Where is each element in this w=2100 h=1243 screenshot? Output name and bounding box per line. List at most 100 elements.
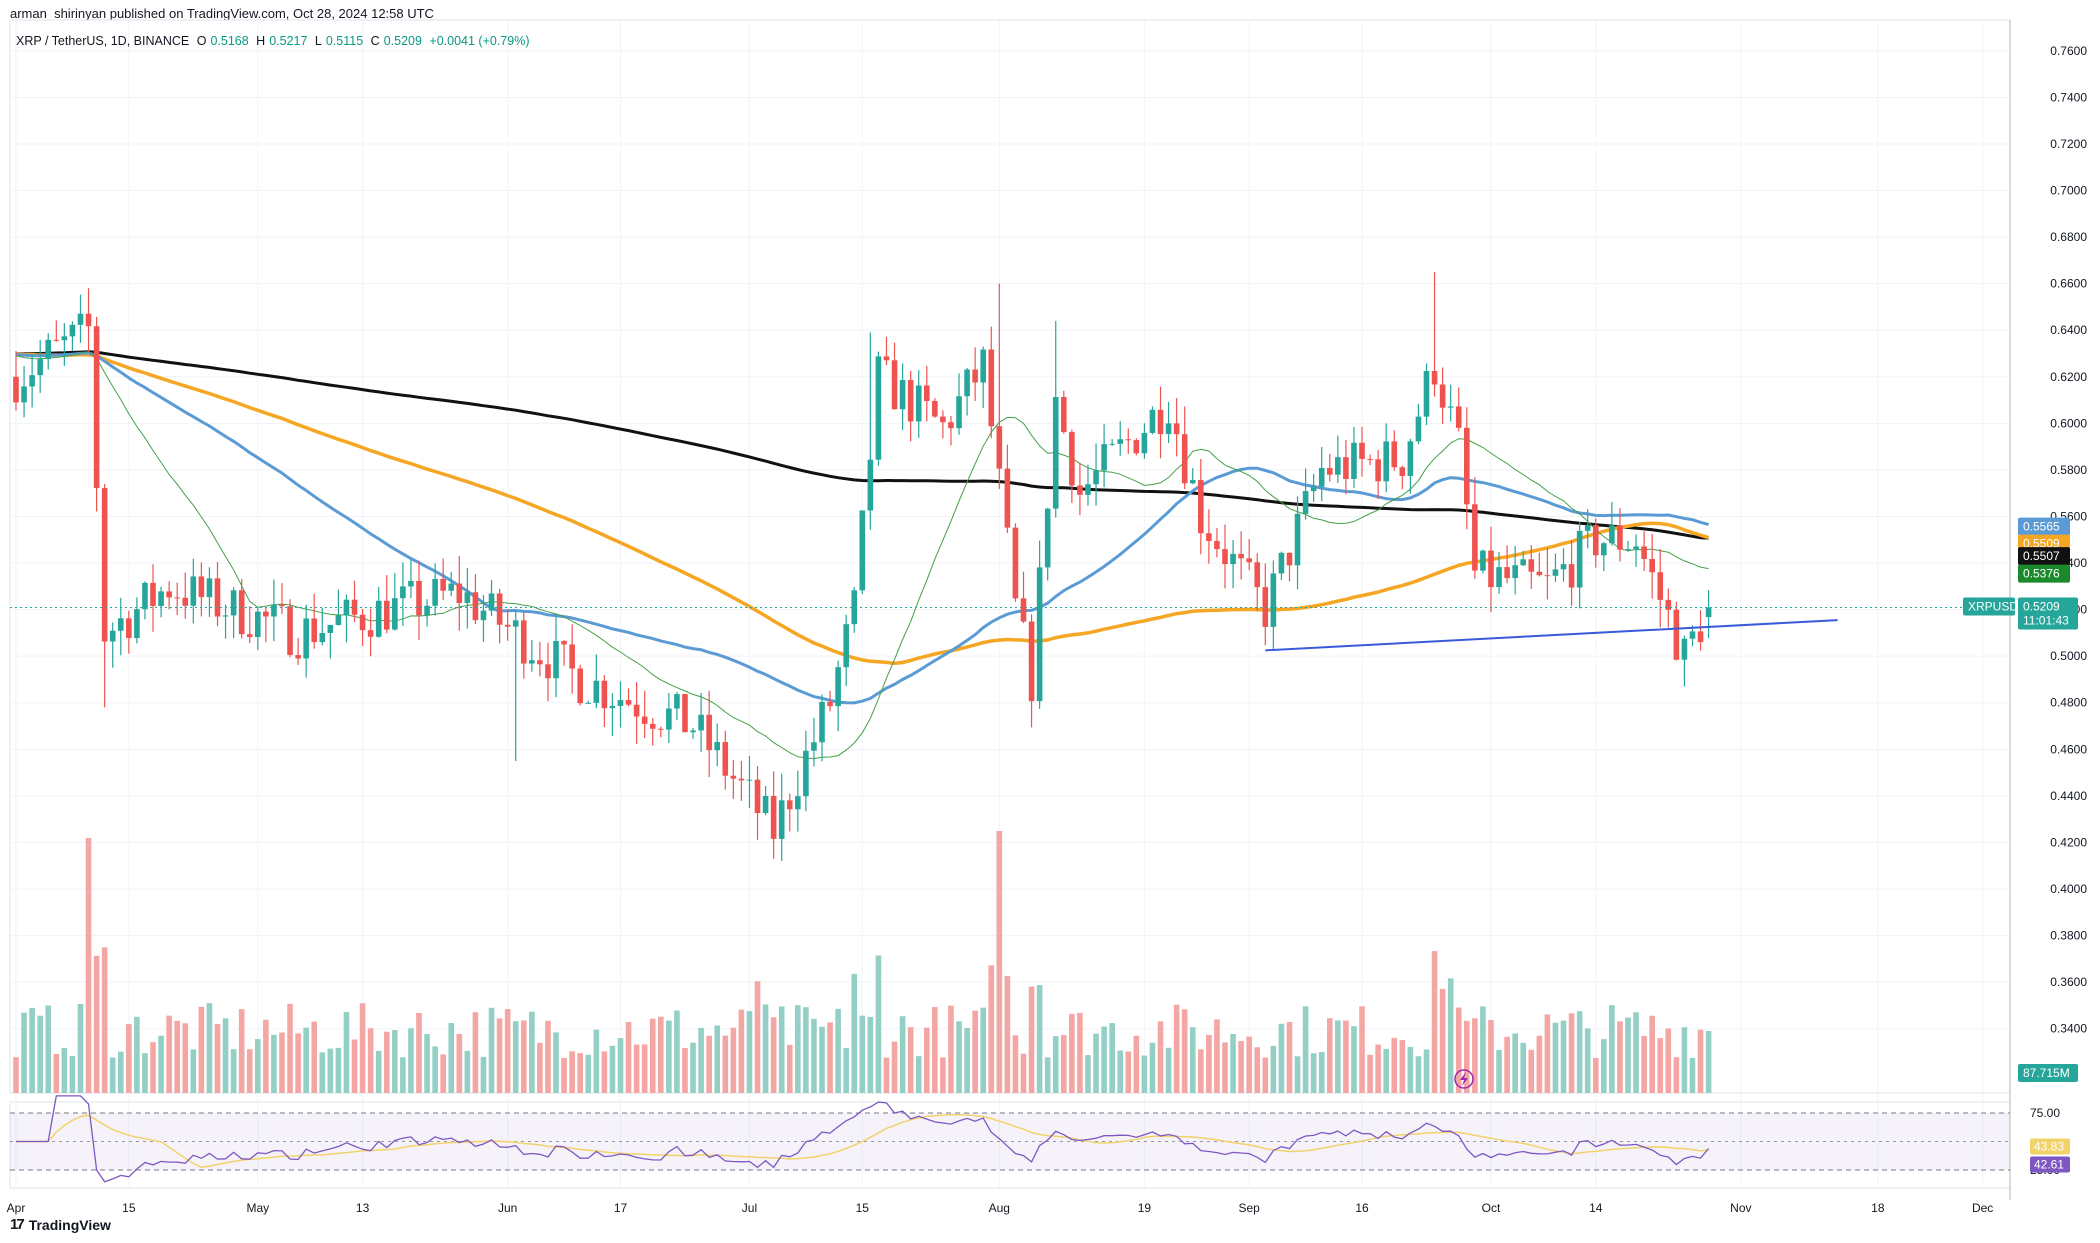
volume-bar bbox=[883, 1057, 890, 1093]
candle-body bbox=[1407, 441, 1414, 476]
candle-body bbox=[593, 680, 600, 703]
candles bbox=[13, 272, 1712, 861]
y-tick-label: 0.6200 bbox=[2050, 370, 2087, 384]
candle-body bbox=[1052, 397, 1059, 509]
candle-body bbox=[1625, 549, 1631, 551]
candle-body bbox=[142, 582, 148, 610]
volume-bar bbox=[803, 1007, 809, 1093]
volume-bar bbox=[69, 1055, 76, 1093]
candle-body bbox=[577, 668, 583, 704]
volume-bar bbox=[633, 1044, 640, 1093]
volume-bar bbox=[1093, 1033, 1099, 1093]
volume-bar bbox=[988, 965, 995, 1093]
volume-bar bbox=[609, 1045, 616, 1093]
candle-body bbox=[859, 510, 866, 591]
tradingview-logo[interactable]: 17 TradingView bbox=[10, 1216, 111, 1233]
candle-body bbox=[1375, 459, 1381, 482]
candle-body bbox=[537, 660, 543, 665]
ma-100-line bbox=[15, 352, 1710, 666]
candle-body bbox=[601, 680, 608, 709]
candle-body bbox=[843, 624, 849, 668]
volume-bar bbox=[1464, 1020, 1470, 1093]
price-tag: 0.5565 bbox=[2023, 520, 2060, 534]
candle-body bbox=[1069, 432, 1075, 486]
candle-body bbox=[1343, 457, 1349, 479]
volume-bar bbox=[867, 1016, 874, 1093]
y-tick-label: 0.4400 bbox=[2050, 789, 2087, 803]
volume-tag: 87.715M bbox=[2023, 1066, 2070, 1080]
volume-bar bbox=[383, 1031, 390, 1093]
y-tick-label: 0.6400 bbox=[2050, 323, 2087, 337]
candle-body bbox=[383, 600, 390, 630]
candle-body bbox=[126, 618, 132, 639]
candle-body bbox=[1496, 567, 1502, 588]
volume-bar bbox=[1665, 1028, 1672, 1093]
volume-bar bbox=[1641, 1035, 1647, 1093]
volume-bar bbox=[1601, 1039, 1607, 1093]
candle-body bbox=[206, 578, 213, 598]
candle-body bbox=[1520, 559, 1527, 566]
candle-body bbox=[633, 704, 640, 717]
volume-bar bbox=[230, 1049, 237, 1093]
candle-body bbox=[1431, 370, 1438, 385]
price-tag: 0.5507 bbox=[2023, 549, 2060, 563]
volume-bar bbox=[1101, 1026, 1107, 1093]
rsi-band bbox=[10, 1113, 2010, 1170]
candle-body bbox=[899, 380, 906, 410]
volume-bar bbox=[1028, 986, 1035, 1093]
support-trendline-segment bbox=[1265, 619, 1838, 652]
candle-body bbox=[972, 369, 978, 383]
candle-body bbox=[1641, 546, 1647, 559]
candle-body bbox=[400, 586, 406, 599]
volume-bar bbox=[964, 1027, 970, 1093]
volume-bar bbox=[1673, 1057, 1680, 1093]
volume-bar bbox=[1431, 951, 1438, 1093]
candle-body bbox=[117, 618, 124, 631]
symbol-name[interactable]: XRP / TetherUS, 1D, BINANCE bbox=[16, 34, 190, 48]
candle-body bbox=[1601, 543, 1607, 556]
volume-bar bbox=[1367, 1054, 1373, 1093]
volume-bar bbox=[1520, 1042, 1527, 1093]
candle-body bbox=[883, 356, 890, 361]
volume-bar bbox=[593, 1029, 600, 1093]
y-tick-label: 0.4600 bbox=[2050, 742, 2087, 756]
candle-body bbox=[1576, 530, 1583, 588]
volume-bar bbox=[1214, 1019, 1220, 1093]
candle-body bbox=[851, 590, 858, 625]
candle-body bbox=[1464, 427, 1470, 505]
volume-bar bbox=[93, 955, 100, 1093]
volume-bar bbox=[1044, 1057, 1051, 1093]
volume-bar bbox=[311, 1021, 318, 1093]
volume-bars bbox=[13, 831, 1712, 1093]
candle-body bbox=[1617, 525, 1623, 550]
volume-bar bbox=[246, 1049, 253, 1093]
y-tick-label: 0.6000 bbox=[2050, 416, 2087, 430]
volume-bar bbox=[948, 1005, 954, 1093]
candle-body bbox=[319, 633, 326, 643]
candle-body bbox=[770, 795, 777, 839]
candle-body bbox=[1512, 565, 1518, 579]
volume-bar bbox=[1447, 978, 1454, 1093]
candle-body bbox=[1294, 513, 1301, 566]
y-tick-label: 0.6800 bbox=[2050, 230, 2087, 244]
symbol-tag-bg bbox=[1963, 597, 2015, 616]
volume-bar bbox=[698, 1027, 704, 1093]
volume-bar bbox=[255, 1039, 261, 1093]
volume-bar bbox=[649, 1018, 656, 1093]
volume-bar bbox=[625, 1022, 632, 1093]
candle-body bbox=[1584, 525, 1591, 531]
low-value: 0.5115 bbox=[325, 34, 364, 48]
candle-body bbox=[520, 620, 527, 664]
candle-body bbox=[1399, 467, 1406, 476]
candle-body bbox=[907, 380, 914, 422]
candle-body bbox=[1020, 598, 1027, 622]
price-pane-frame bbox=[9, 19, 2011, 1094]
volume-bar bbox=[287, 1003, 293, 1093]
candle-body bbox=[1222, 549, 1228, 565]
volume-bar bbox=[1375, 1044, 1381, 1093]
candle-body bbox=[529, 660, 535, 664]
candle-body bbox=[367, 630, 374, 637]
moving-averages bbox=[15, 350, 1710, 760]
volume-bar bbox=[222, 1018, 229, 1093]
